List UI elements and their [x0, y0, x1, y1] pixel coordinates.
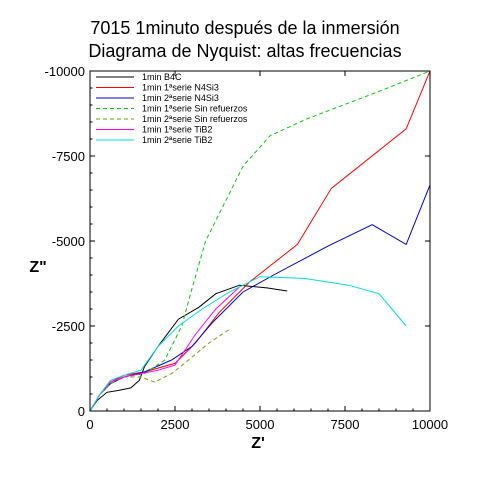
- legend-label-5: 1min 2ªserie Sin refuerzos: [142, 114, 248, 124]
- chart-title-line2: Diagrama de Nyquist: altas frecuencias: [88, 41, 401, 61]
- legend-label-7: 1min 2ªserie TiB2: [142, 135, 212, 145]
- x-tick-label: 0: [86, 417, 93, 432]
- x-tick-label: 10000: [412, 417, 448, 432]
- legend-label-1: 1min B4C: [142, 72, 182, 82]
- y-tick-label: -2500: [52, 319, 85, 334]
- y-axis-title: Z": [29, 259, 46, 276]
- legend-label-2: 1min 1ªserie N4Si3: [142, 83, 219, 93]
- y-tick-label: -5000: [52, 234, 85, 249]
- series-line-4: [90, 71, 430, 411]
- plot-area: [90, 71, 430, 411]
- legend-label-6: 1min 1ªserie TiB2: [142, 125, 212, 135]
- chart-title-line1: 7015 1minuto después de la inmersión: [90, 18, 399, 38]
- legend-label-3: 1min 2ªserie N4Si3: [142, 93, 219, 103]
- series-line-5: [90, 328, 230, 411]
- series-group: [90, 71, 430, 411]
- x-tick-label: 2500: [161, 417, 190, 432]
- y-tick-label: -10000: [45, 64, 85, 79]
- y-tick-label: 0: [78, 404, 85, 419]
- axes: 0 2500 5000 7500 10000 0 -2500 -5000 -7500 -10000: [45, 64, 449, 432]
- legend-label-4: 1min 1ªserie Sin refuerzos: [142, 104, 248, 114]
- x-axis-title: Z': [251, 435, 265, 452]
- series-line-6: [90, 286, 240, 411]
- y-tick-label: -7500: [52, 149, 85, 164]
- x-tick-label: 7500: [331, 417, 360, 432]
- series-line-7: [90, 276, 407, 411]
- x-tick-label: 5000: [246, 417, 275, 432]
